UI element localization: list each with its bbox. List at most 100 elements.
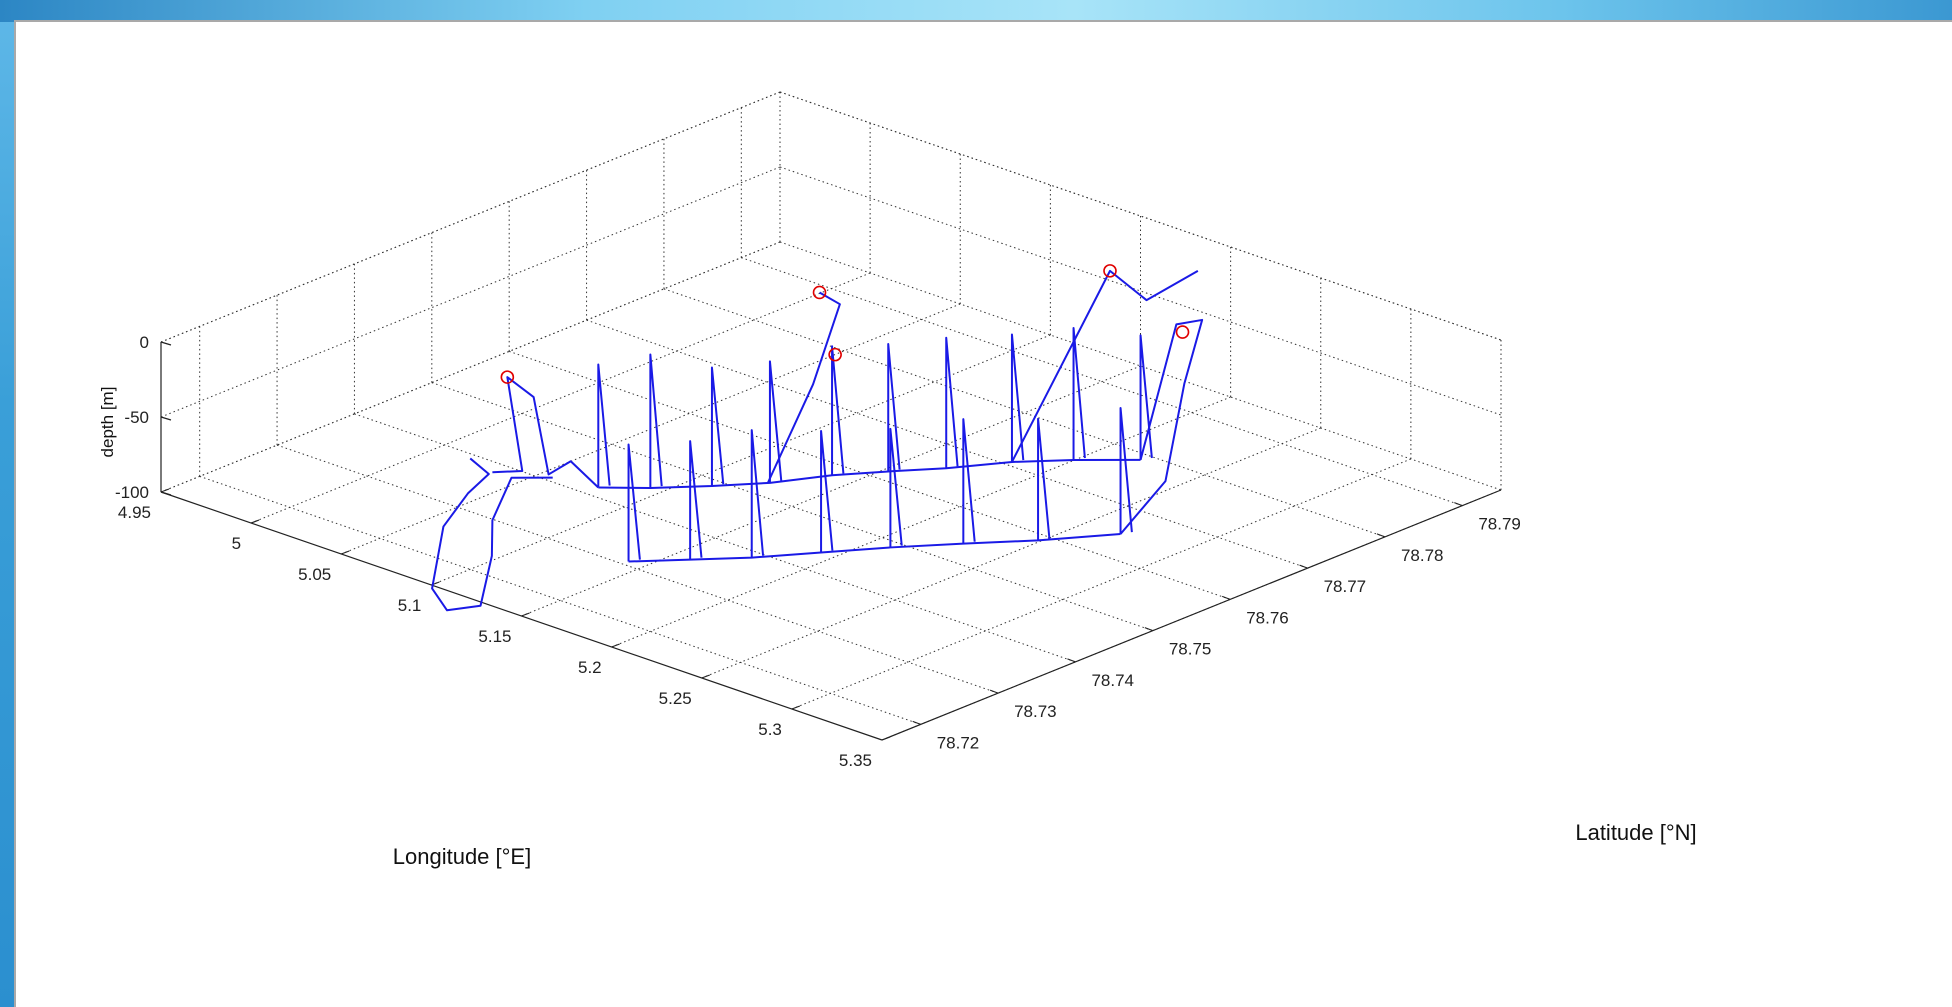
x-tick-label: 5.05 — [298, 565, 331, 584]
x-axis-label: Longitude [°E] — [393, 844, 531, 869]
z-tick-label: -50 — [124, 408, 149, 427]
profile-cast — [710, 366, 725, 487]
grid — [160, 91, 1502, 741]
x-tick-mark — [160, 488, 170, 493]
grid-line-left-z — [160, 241, 781, 493]
link-track — [767, 291, 841, 483]
x-tick-mark — [881, 736, 891, 741]
x-tick-label: 5.2 — [578, 658, 602, 677]
profile-cast — [649, 353, 663, 489]
y-axis-label: Latitude [°N] — [1575, 820, 1696, 845]
y-tick-label: 78.74 — [1091, 671, 1134, 690]
start-track — [431, 457, 553, 612]
profile-cast — [750, 429, 765, 558]
grid-line-floor-x — [791, 458, 1412, 710]
window-top-strip — [0, 0, 1952, 22]
y-tick-mark — [1144, 627, 1154, 632]
y-tick-mark — [989, 689, 999, 694]
x-tick-label: 5 — [232, 534, 241, 553]
x-tick-mark — [701, 674, 710, 679]
ticks: 4.95 5 5.05 5.1 5.15 5.2 5.25 5.3 5.35 78.72 78.73… — [115, 333, 1521, 770]
profile-cast — [962, 418, 976, 544]
x-tick-label: 5.1 — [398, 596, 422, 615]
y-tick-label: 78.78 — [1401, 546, 1444, 565]
transect-line — [598, 458, 1141, 490]
marker-circle — [500, 370, 515, 384]
grid-line-floor-y — [586, 319, 1308, 569]
profile-cast — [627, 443, 641, 562]
transect-line — [628, 533, 1121, 563]
grid-line-floor-y — [663, 288, 1386, 538]
grid-line-floor-y — [354, 413, 1076, 663]
figure-frame: 4.95 5 5.05 5.1 5.15 5.2 5.25 5.3 5.35 78.72 78.73… — [14, 20, 1952, 1007]
y-tick-label: 78.77 — [1324, 577, 1367, 596]
grid-line-floor-y — [431, 382, 1153, 632]
markers — [500, 264, 1190, 384]
z-tick-label: 0 — [140, 333, 149, 352]
x-tick-mark — [791, 705, 801, 710]
profile-cast — [831, 345, 845, 476]
grid-line-floor-y — [199, 475, 921, 725]
x-tick-label: 4.95 — [118, 503, 151, 522]
link-track — [1011, 269, 1199, 463]
y-tick-mark — [912, 720, 921, 725]
grid-line-floor-x — [521, 365, 1141, 617]
grid-line-floor-x — [431, 334, 1051, 586]
grid-edge-top-left — [160, 91, 781, 343]
grid-line-floor-x — [701, 427, 1321, 679]
y-tick-label: 78.73 — [1014, 702, 1057, 721]
y-tick-mark — [1376, 533, 1386, 538]
profile-cast — [1010, 333, 1025, 462]
marker-circle — [812, 285, 827, 300]
link-track — [1119, 318, 1204, 535]
profile-cast — [768, 360, 783, 483]
y-tick-label: 78.72 — [937, 733, 980, 752]
profile-cast — [689, 440, 703, 560]
y-tick-label: 78.79 — [1478, 515, 1521, 534]
z-tick-mark — [160, 341, 172, 346]
plot-area: 4.95 5 5.05 5.1 5.15 5.2 5.25 5.3 5.35 78.72 78.73… — [98, 91, 1697, 869]
profile-cast — [1119, 407, 1133, 535]
marker-circle — [1103, 264, 1117, 278]
start-track — [492, 376, 599, 489]
x-tick-mark — [250, 519, 260, 524]
y-tick-label: 78.75 — [1169, 640, 1212, 659]
x-tick-mark — [341, 550, 350, 555]
z-tick-mark — [160, 491, 172, 496]
y-tick-label: 78.76 — [1246, 608, 1289, 627]
x-tick-label: 5.35 — [839, 751, 872, 770]
grid-line-floor-y — [509, 350, 1231, 600]
profile-cast — [1072, 326, 1086, 460]
y-tick-mark — [1299, 564, 1308, 569]
y-tick-mark — [1454, 502, 1463, 507]
profile-cast — [887, 342, 901, 472]
grid-line-left-z — [160, 166, 781, 418]
profile-cast — [945, 336, 959, 469]
x-tick-mark — [521, 612, 530, 617]
grid-line-back-z — [779, 166, 1502, 416]
x-tick-label: 5.3 — [758, 720, 782, 739]
x-tick-mark — [611, 643, 620, 648]
data-track — [431, 269, 1204, 612]
y-tick-mark — [1221, 595, 1231, 600]
profile-cast — [889, 427, 903, 548]
marker-circle — [1175, 325, 1190, 339]
profile-cast — [820, 430, 834, 553]
grid-edge-top-back — [779, 91, 1502, 341]
y-tick-mark — [1067, 658, 1076, 663]
z-tick-label: -100 — [115, 483, 149, 502]
grid-line-floor-y — [276, 444, 999, 694]
grid-line-floor-y — [741, 257, 1463, 507]
grid-line-floor-x — [611, 396, 1231, 648]
grid-line-floor-x — [250, 272, 871, 524]
z-axis-label: depth [m] — [98, 387, 117, 458]
profile-cast — [597, 363, 611, 488]
profile-cast — [1139, 334, 1153, 460]
x-tick-label: 5.25 — [659, 689, 692, 708]
marker-circle — [828, 347, 842, 362]
z-tick-mark — [160, 416, 172, 421]
profile-cast — [1037, 417, 1051, 541]
y-axis-line — [881, 489, 1502, 741]
x-tick-label: 5.15 — [478, 627, 511, 646]
grid-line-back-z — [779, 241, 1502, 491]
